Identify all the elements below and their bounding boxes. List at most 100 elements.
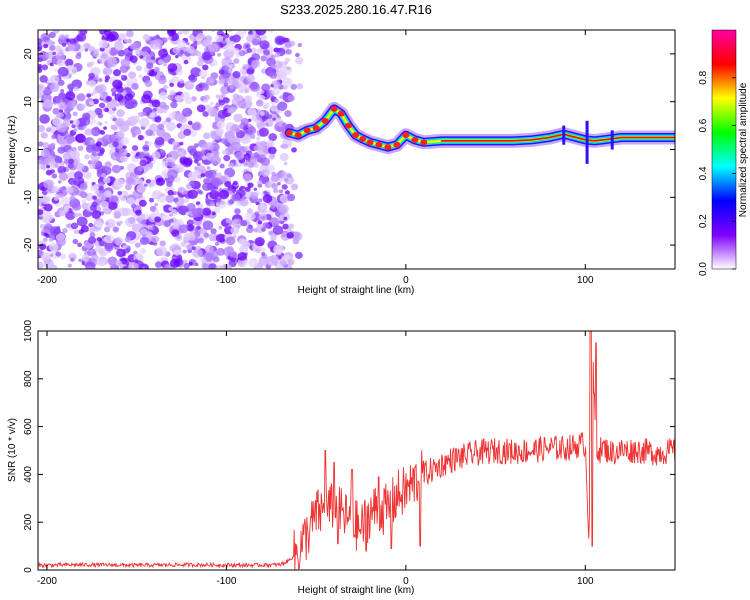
noise-blob — [117, 49, 125, 57]
noise-blob — [72, 119, 80, 126]
noise-blob — [137, 134, 144, 141]
noise-blob — [268, 146, 277, 155]
noise-blob — [188, 261, 193, 266]
noise-blob — [97, 77, 103, 83]
noise-blob — [210, 228, 217, 234]
noise-blob — [85, 43, 91, 49]
ridge-peak — [420, 139, 428, 146]
noise-blob — [111, 164, 122, 174]
noise-blob — [296, 83, 304, 90]
noise-blob — [102, 176, 111, 184]
noise-blob — [177, 186, 185, 193]
noise-blob — [161, 151, 167, 157]
noise-blob — [187, 171, 197, 180]
noise-blob — [122, 245, 127, 250]
noise-blob — [57, 180, 62, 184]
noise-blob — [67, 263, 72, 268]
noise-blob — [282, 223, 289, 230]
noise-blob — [203, 132, 211, 140]
noise-blob — [279, 153, 289, 162]
figure-title: S233.2025.280.16.47.R16 — [280, 2, 432, 17]
noise-blob — [89, 139, 96, 145]
noise-blob — [129, 55, 138, 63]
noise-blob — [230, 107, 237, 113]
snr-line — [38, 331, 675, 570]
noise-blob — [171, 158, 176, 163]
x-tick-label: 0 — [403, 275, 409, 286]
noise-blob — [70, 150, 80, 160]
ridge-peak — [303, 127, 311, 134]
noise-blob — [112, 141, 119, 148]
colorbar: 0.0 0.2 0.4 0.6 0.8 Normalized spectral ampl… — [698, 29, 749, 276]
noise-blob — [50, 142, 56, 148]
noise-blob — [285, 49, 292, 55]
noise-blob — [295, 52, 300, 58]
noise-blob — [219, 99, 226, 106]
noise-blob — [139, 159, 147, 167]
y-tick-label: 400 — [23, 466, 34, 483]
noise-blob — [120, 58, 131, 68]
colorbar-tick-label: 0.2 — [698, 214, 709, 228]
noise-blob — [270, 84, 274, 88]
noise-blob — [124, 38, 129, 43]
noise-blob — [159, 92, 168, 100]
noise-blob — [200, 173, 206, 178]
noise-blob — [57, 79, 65, 86]
noise-blob — [223, 246, 234, 257]
noise-blob — [247, 123, 252, 128]
ridge-peak — [393, 141, 401, 148]
noise-blob — [247, 161, 255, 168]
noise-blob — [166, 180, 173, 187]
snr-ylabel: SNR (10 * v/v) — [7, 418, 18, 482]
noise-blob — [197, 32, 205, 39]
noise-blob — [65, 133, 70, 137]
noise-blob — [50, 169, 56, 174]
noise-blob — [93, 217, 105, 227]
noise-blob — [49, 62, 54, 67]
noise-blob — [225, 218, 232, 224]
noise-blob — [38, 209, 44, 216]
noise-blob — [70, 120, 74, 124]
noise-blob — [105, 95, 112, 102]
noise-blob — [218, 78, 225, 85]
noise-blob — [208, 43, 218, 53]
noise-blob — [72, 111, 78, 117]
noise-blob — [245, 225, 254, 234]
noise-blob — [229, 84, 235, 89]
noise-blob — [225, 104, 230, 108]
noise-blob — [71, 202, 81, 211]
y-tick-label: -10 — [23, 190, 34, 205]
noise-blob — [95, 245, 103, 253]
noise-blob — [213, 207, 221, 214]
noise-blob — [201, 155, 207, 161]
noise-blob — [193, 143, 199, 148]
ridge-peak — [312, 124, 320, 131]
noise-blob — [250, 191, 259, 200]
noise-blob — [220, 137, 228, 144]
noise-blob — [39, 114, 50, 124]
noise-blob — [237, 252, 247, 261]
noise-blob — [237, 100, 246, 109]
noise-blob — [258, 146, 270, 157]
noise-blob — [243, 66, 247, 70]
noise-blob — [122, 145, 127, 149]
noise-blob — [191, 207, 203, 218]
noise-blob — [86, 93, 92, 98]
noise-blob — [54, 156, 63, 164]
noise-blob — [256, 154, 267, 164]
noise-blob — [163, 63, 167, 67]
noise-blob — [203, 232, 210, 238]
noise-blob — [274, 52, 281, 58]
noise-blob — [45, 233, 50, 238]
noise-blob — [162, 84, 168, 90]
noise-blob — [218, 225, 223, 230]
noise-blob — [268, 30, 273, 33]
noise-blob — [243, 173, 252, 182]
noise-blob — [169, 82, 174, 87]
y-tick-label: 0 — [23, 567, 34, 573]
noise-blob — [271, 87, 280, 96]
noise-blob — [40, 252, 51, 262]
noise-blob — [220, 93, 226, 99]
noise-blob — [114, 117, 125, 128]
noise-blob — [130, 115, 140, 124]
